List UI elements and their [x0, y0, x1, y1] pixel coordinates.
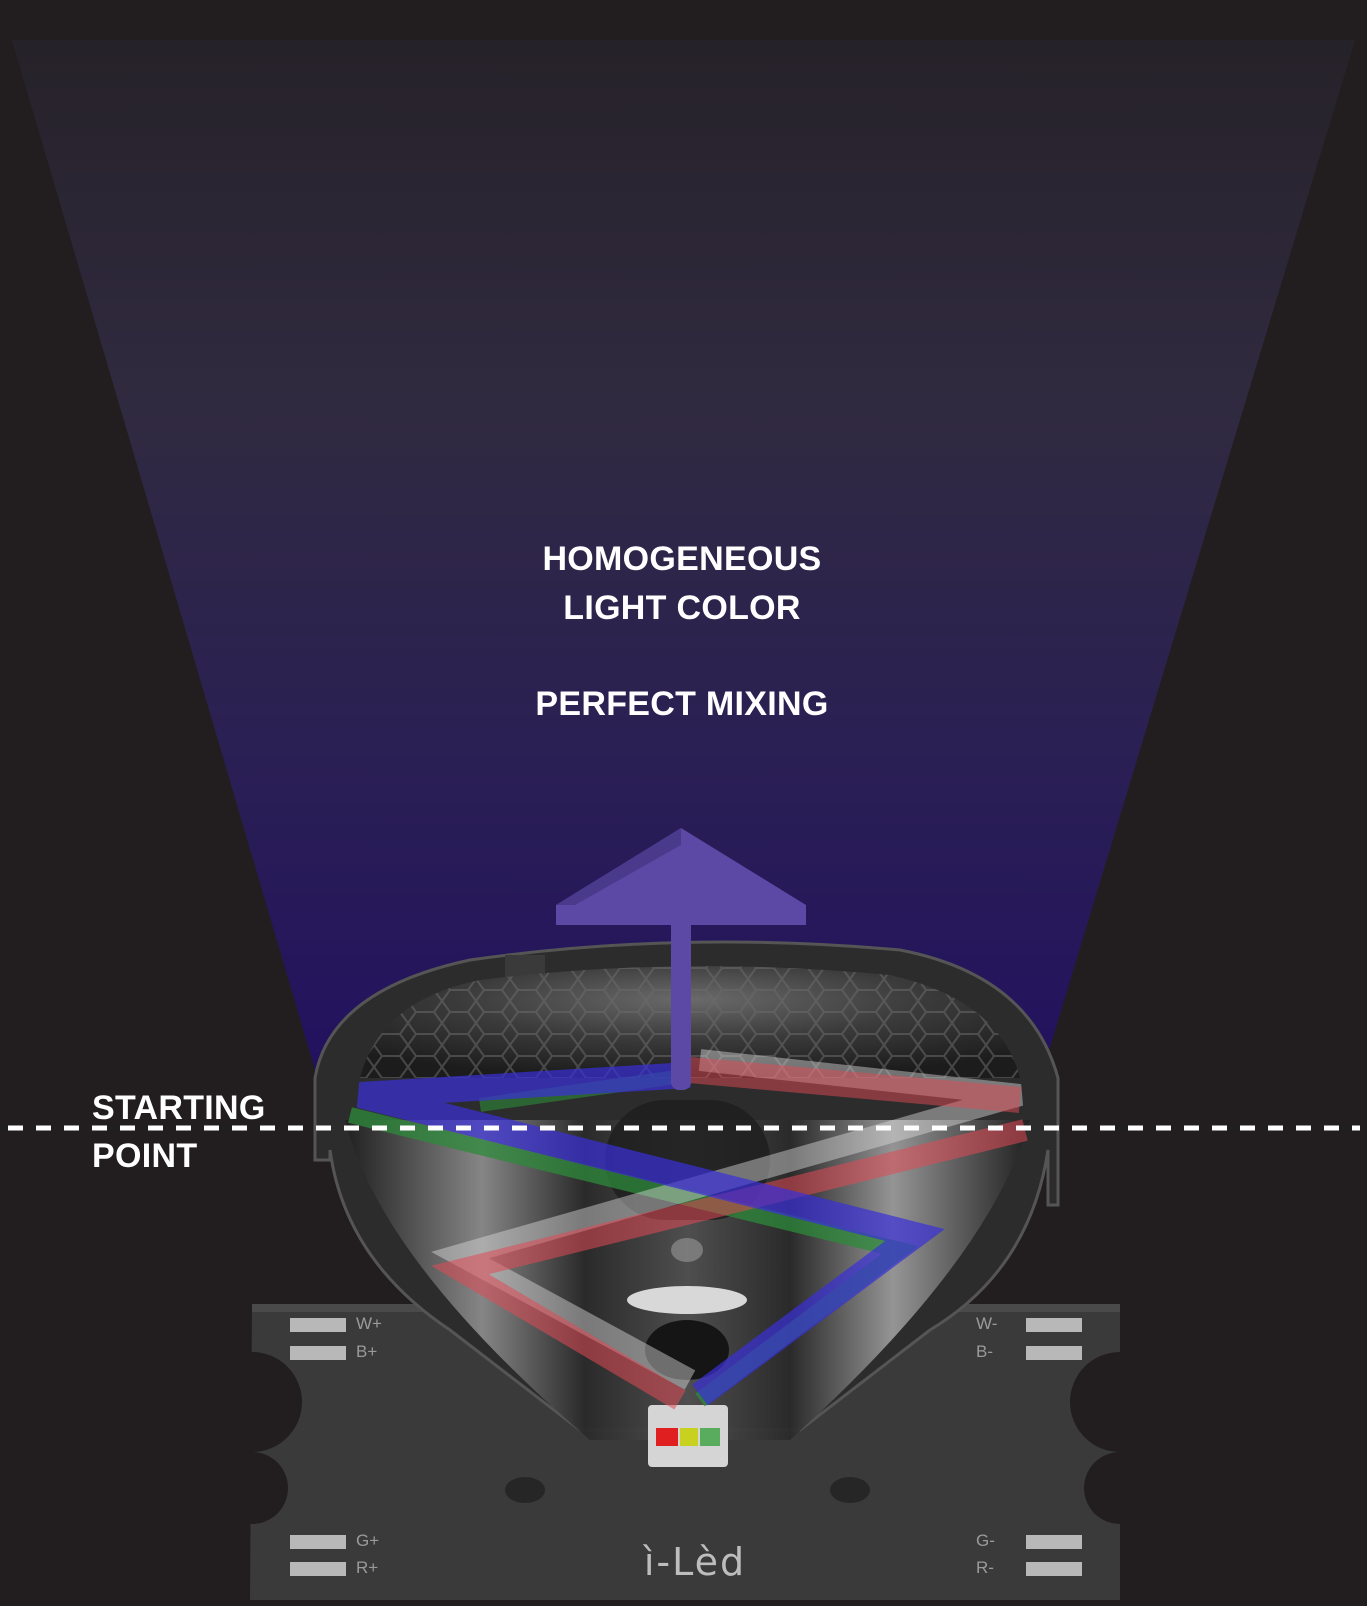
starting-line2: POINT	[92, 1137, 198, 1175]
pad-label-g-plus: G+	[356, 1531, 380, 1550]
subheadline: PERFECT MIXING	[535, 685, 829, 723]
starting-line1: STARTING	[92, 1089, 266, 1127]
pad-label-w-minus: W-	[976, 1314, 998, 1333]
pad-label-r-plus: R+	[356, 1558, 379, 1577]
headline-line2: LIGHT COLOR	[563, 589, 801, 627]
headline-line1: HOMOGENEOUS	[542, 540, 822, 578]
pad-label-g-minus: G-	[976, 1531, 995, 1550]
pad-label-r-minus: R-	[976, 1558, 994, 1577]
brand-logo-text: ì-Lèd	[643, 1540, 747, 1584]
rgb-led-chip-icon	[648, 1405, 728, 1467]
pad-label-b-plus: B+	[356, 1342, 378, 1361]
up-arrow-icon	[556, 828, 806, 1090]
blue-ray	[356, 1062, 945, 1406]
headline: HOMOGENEOUS LIGHT COLOR	[472, 535, 892, 633]
pad-label-b-minus: B-	[976, 1342, 993, 1361]
red-ray-upper	[688, 1057, 1022, 1113]
red-ray	[431, 1119, 1028, 1410]
light-beam	[12, 40, 1355, 1080]
light-rays	[348, 1049, 1028, 1410]
pad-label-w-plus: W+	[356, 1314, 382, 1333]
starting-point-label: STARTING POINT	[92, 1084, 266, 1180]
